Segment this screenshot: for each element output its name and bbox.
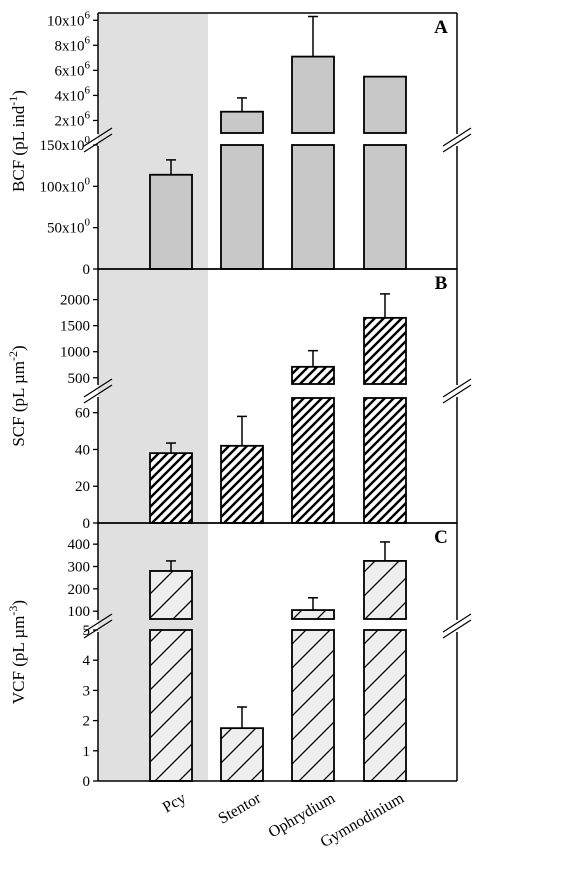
y-tick-label: 4 bbox=[83, 653, 91, 669]
axis-break-right bbox=[442, 133, 472, 153]
y-tick-label: 100x100 bbox=[40, 175, 91, 195]
bar-pcy-c-upper bbox=[149, 570, 193, 620]
panel-b: 0 20 40 60 500 1000 1500 2000 SCF (pL µm-2) B bbox=[6, 268, 472, 532]
bar-ophrydium-a-upper bbox=[291, 55, 335, 134]
panel-letter: C bbox=[434, 527, 448, 548]
bar-stentor-a-lower bbox=[220, 144, 264, 270]
axis-break-right bbox=[442, 619, 472, 639]
panel-a: 0 50x100 100x100 150x100 2x106 4x106 6x106 8x10… bbox=[6, 9, 472, 278]
bar-gymnodinium-b-upper bbox=[363, 316, 407, 385]
x-category-label-pcy: Pcy bbox=[160, 790, 189, 817]
bar-ophrydium-b-lower bbox=[291, 397, 335, 524]
axis-break-right bbox=[442, 378, 472, 398]
y-tick-label: 8x106 bbox=[55, 34, 91, 54]
y-tick-label: 0 bbox=[83, 774, 91, 790]
axis-break-left bbox=[83, 133, 113, 153]
bar-ophrydium-b-upper bbox=[291, 365, 335, 385]
y-tick-label: 300 bbox=[68, 560, 91, 576]
bar-stentor-a-upper bbox=[220, 110, 264, 134]
y-tick-label: 400 bbox=[68, 537, 91, 553]
axis-break-right bbox=[442, 384, 472, 404]
bar-pcy-c-lower bbox=[149, 629, 193, 782]
y-tick-label: 0 bbox=[83, 516, 91, 532]
bar-ophrydium-a-lower bbox=[291, 144, 335, 270]
y-tick-label: 60 bbox=[75, 406, 90, 422]
bar-gymnodinium-a-upper bbox=[363, 75, 407, 134]
y-tick-label: 2x106 bbox=[55, 109, 91, 129]
bar-stentor-b bbox=[220, 444, 264, 524]
y-tick-label: 10x106 bbox=[47, 9, 91, 29]
y-tick-label: 2000 bbox=[60, 293, 90, 309]
axis-break-right bbox=[442, 127, 472, 147]
panel-letter: A bbox=[434, 17, 448, 38]
bar-pcy-b bbox=[149, 452, 193, 524]
y-tick-label: 4x106 bbox=[55, 84, 91, 104]
y-tick-label: 200 bbox=[68, 582, 91, 598]
chart-root: 0 50x100 100x100 150x100 2x106 4x106 6x106 8x10… bbox=[6, 9, 472, 851]
bar-gymnodinium-c-upper bbox=[363, 560, 407, 620]
axis-break-left bbox=[83, 384, 113, 404]
y-tick-label: 40 bbox=[75, 442, 90, 458]
y-tick-label: 3 bbox=[83, 683, 91, 699]
axis-break-left bbox=[83, 378, 113, 398]
axis-break-left bbox=[83, 127, 113, 147]
bar-pcy-a bbox=[149, 173, 193, 270]
x-category-label-stentor: Stentor bbox=[215, 789, 264, 827]
y-tick-label: 100 bbox=[68, 604, 91, 620]
y-tick-label: 2 bbox=[83, 714, 91, 730]
y-tick-label: 500 bbox=[68, 371, 91, 387]
y-axis-label: VCF (pL µm-3) bbox=[6, 600, 28, 704]
y-tick-label: 50x100 bbox=[47, 217, 91, 237]
axis-break-left bbox=[83, 613, 113, 633]
y-tick-label: 150x100 bbox=[40, 134, 91, 154]
y-tick-label: 5 bbox=[83, 623, 91, 639]
y-tick-label: 1 bbox=[83, 744, 91, 760]
panel-c: 0 1 2 3 4 5 100 200 300 400 VCF (pL µm-3) C bbox=[6, 522, 472, 790]
bar-gymnodinium-c-lower bbox=[363, 629, 407, 782]
y-tick-label: 6x106 bbox=[55, 59, 91, 79]
panel-letter: B bbox=[435, 273, 448, 294]
bar-stentor-c bbox=[220, 727, 264, 782]
y-axis-label: BCF (pL ind-1) bbox=[6, 90, 28, 192]
y-tick-label: 1000 bbox=[60, 345, 90, 361]
y-tick-label: 1500 bbox=[60, 319, 90, 335]
axis-break-left bbox=[83, 619, 113, 639]
bar-gymnodinium-b-lower bbox=[363, 397, 407, 524]
y-axis-label: SCF (pL µm-2) bbox=[6, 345, 28, 446]
bar-ophrydium-c-lower bbox=[291, 629, 335, 782]
bar-gymnodinium-a-lower bbox=[363, 144, 407, 270]
axis-break-right bbox=[442, 613, 472, 633]
y-tick-label: 20 bbox=[75, 479, 90, 495]
bar-ophrydium-c-upper bbox=[291, 609, 335, 620]
y-tick-label: 0 bbox=[83, 262, 91, 278]
